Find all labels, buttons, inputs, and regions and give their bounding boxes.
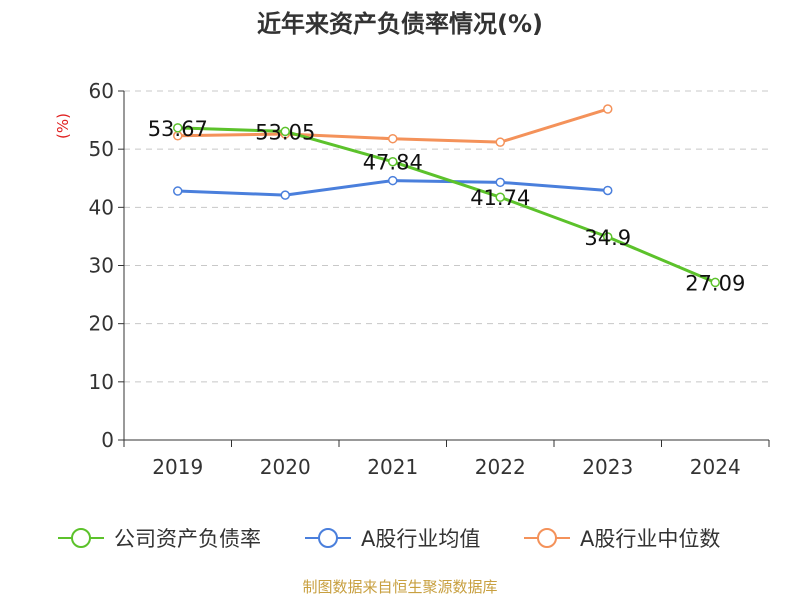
legend-marker (318, 528, 338, 548)
y-tick-label: 50 (89, 137, 114, 161)
legend-label: A股行业均值 (361, 527, 480, 551)
legend-item-0: 公司资产负债率 (58, 527, 261, 551)
data-label: 34.9 (584, 226, 631, 250)
series-0 (173, 123, 720, 288)
series-1 (173, 175, 613, 200)
legend-item-1: A股行业均值 (305, 527, 480, 551)
source-text: 制图数据来自恒生聚源数据库 (302, 578, 497, 596)
axes: 0 10 20 30 40 50 60 2019 2020 2021 2022 2023 2024 (89, 79, 770, 479)
legend-label: A股行业中位数 (580, 527, 720, 551)
grid-lines (124, 90, 769, 383)
data-point (495, 177, 505, 188)
y-tick-label: 30 (89, 254, 114, 278)
series-2 (173, 104, 613, 147)
legend-marker (537, 528, 557, 548)
data-point (388, 156, 398, 167)
data-point (603, 232, 613, 242)
y-axis-unit: (%) (54, 113, 72, 139)
x-tick-label: 2020 (260, 455, 311, 479)
legend-marker (71, 528, 91, 548)
data-label: 27.09 (685, 271, 745, 295)
data-point (173, 186, 183, 196)
data-point (280, 190, 290, 200)
data-label: 41.74 (470, 186, 530, 210)
series-layer (173, 104, 720, 288)
data-point (495, 192, 505, 202)
data-label: 53.67 (148, 117, 208, 141)
y-tick-label: 20 (89, 312, 114, 336)
x-tick-label: 2019 (152, 455, 203, 479)
data-point (710, 277, 720, 288)
data-point (173, 123, 183, 133)
y-tick-label: 40 (89, 195, 114, 219)
legend-label: 公司资产负债率 (114, 527, 261, 551)
data-point (603, 104, 613, 114)
data-point (280, 126, 290, 137)
x-tick-label: 2024 (690, 455, 741, 479)
series-line (177, 126, 716, 284)
data-point (388, 133, 398, 144)
x-tick-label: 2023 (582, 455, 633, 479)
x-tick-label: 2022 (475, 455, 526, 479)
y-tick-label: 10 (89, 370, 114, 394)
data-labels: 53.67 53.05 47.84 41.74 34.9 27.09 (148, 117, 746, 296)
data-point (495, 137, 505, 147)
chart-title: 近年来资产负债率情况(%) (257, 10, 543, 38)
y-tick-label: 0 (101, 428, 114, 452)
data-point (388, 175, 398, 186)
y-tick-label: 60 (89, 79, 114, 103)
data-point (603, 185, 613, 196)
legend-item-2: A股行业中位数 (524, 527, 720, 551)
legend: 公司资产负债率 A股行业均值 A股行业中位数 (58, 527, 720, 551)
x-tick-label: 2021 (367, 455, 418, 479)
data-label: 47.84 (363, 151, 423, 175)
data-label: 53.05 (255, 120, 315, 144)
